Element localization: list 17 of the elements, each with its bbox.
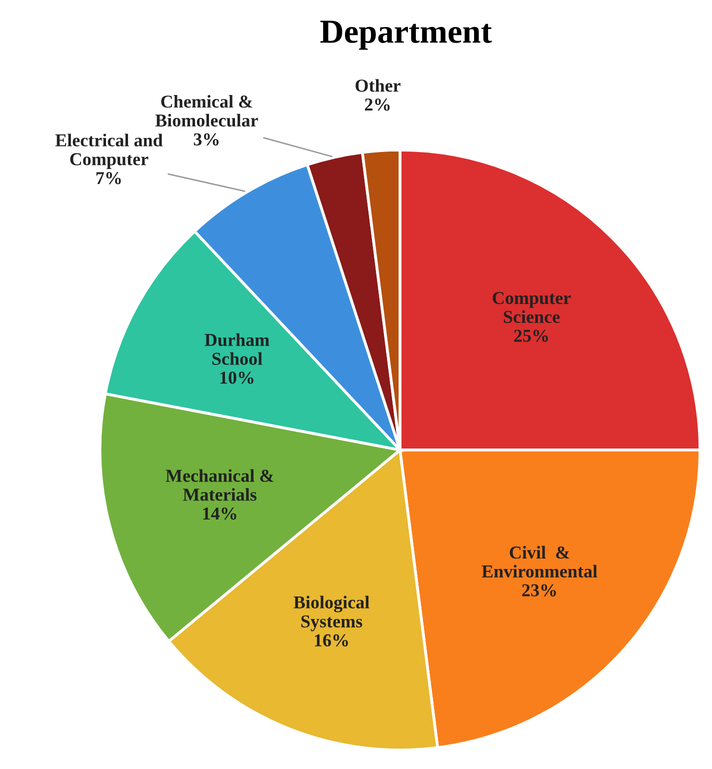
data-label: 16% (314, 634, 348, 646)
slice-label: Chemical & Biomolecular (155, 95, 258, 127)
data-label: 10% (220, 372, 254, 384)
data-label: 14% (203, 507, 236, 520)
slice-label: Mechanical & Materials (166, 469, 274, 501)
chart-title: Department (320, 20, 492, 50)
slice-label: Biological Systems (294, 596, 370, 632)
slice-label: Other (356, 79, 400, 92)
data-label: 2% (364, 98, 390, 111)
slice-label: Computer Science (492, 292, 571, 323)
slice-label: Civil & Environmental (482, 546, 598, 578)
data-label: 7% (96, 172, 121, 184)
data-label: 3% (194, 133, 219, 146)
data-label: 25% (514, 330, 548, 342)
slice-label: Durham School (204, 333, 270, 365)
data-label: 23% (522, 584, 556, 596)
slice-label: Electrical and Computer (55, 134, 163, 169)
